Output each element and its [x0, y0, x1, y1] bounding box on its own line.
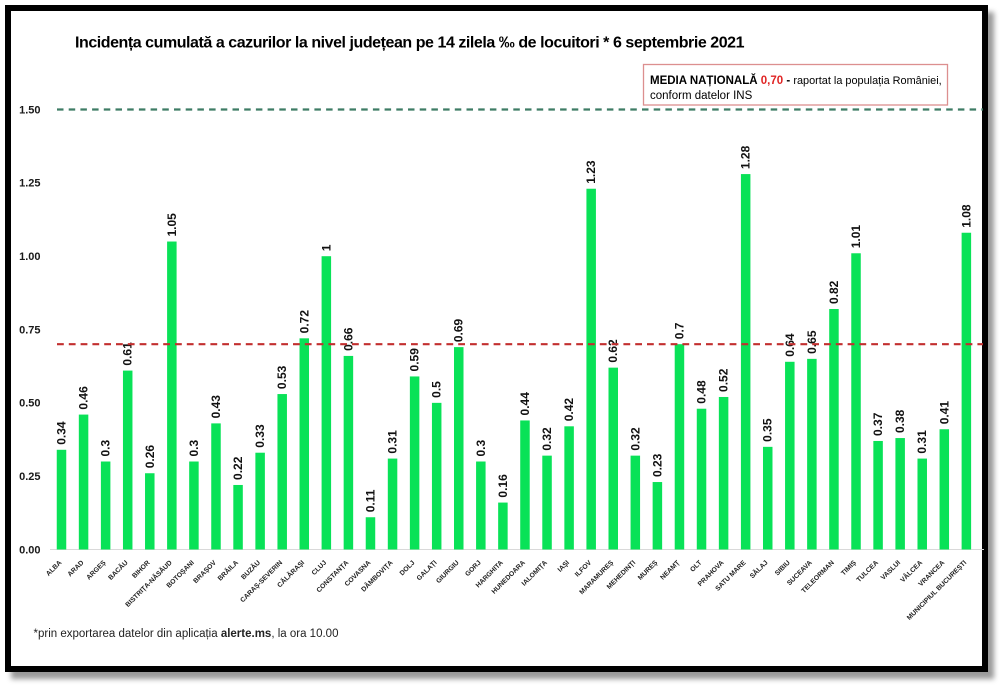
svg-text:MEDIA NAȚIONALĂ 0,70 - raporta: MEDIA NAȚIONALĂ 0,70 - raportat la popul…	[650, 74, 942, 87]
svg-text:0.43: 0.43	[209, 395, 223, 419]
svg-text:0.48: 0.48	[695, 380, 709, 404]
svg-text:*prin exportarea datelor din a: *prin exportarea datelor din aplicația a…	[34, 628, 339, 640]
svg-text:0.59: 0.59	[408, 348, 422, 372]
svg-text:1.08: 1.08	[959, 204, 973, 228]
svg-text:TULCEA: TULCEA	[856, 559, 881, 584]
svg-text:0.69: 0.69	[452, 318, 466, 342]
svg-text:conform datelor INS: conform datelor INS	[650, 90, 753, 102]
svg-text:0.31: 0.31	[386, 430, 400, 454]
svg-text:1: 1	[319, 244, 333, 251]
svg-text:1.01: 1.01	[849, 225, 863, 249]
svg-text:0.46: 0.46	[77, 386, 91, 410]
svg-text:ALBA: ALBA	[45, 559, 63, 577]
svg-text:1.25: 1.25	[19, 178, 40, 190]
svg-text:ARGEȘ: ARGEȘ	[86, 559, 108, 581]
svg-text:CLUJ: CLUJ	[311, 559, 329, 577]
svg-text:0.22: 0.22	[231, 456, 245, 480]
svg-text:IAȘI: IAȘI	[557, 559, 571, 573]
svg-text:0.3: 0.3	[187, 440, 201, 457]
svg-text:1.28: 1.28	[739, 145, 753, 169]
svg-text:CARAȘ-SEVERIN: CARAȘ-SEVERIN	[239, 559, 284, 604]
svg-text:0.7: 0.7	[672, 322, 686, 339]
svg-text:1.00: 1.00	[19, 251, 40, 263]
svg-text:TIMIȘ: TIMIȘ	[840, 559, 858, 577]
svg-text:BRAȘOV: BRAȘOV	[192, 559, 218, 585]
svg-text:0.82: 0.82	[827, 280, 841, 304]
svg-text:0.62: 0.62	[606, 339, 620, 363]
svg-text:ILFOV: ILFOV	[574, 559, 593, 578]
svg-text:0.66: 0.66	[341, 327, 355, 351]
svg-text:0.3: 0.3	[474, 440, 488, 457]
svg-text:0.32: 0.32	[628, 427, 642, 451]
svg-text:GIURGIU: GIURGIU	[435, 559, 461, 585]
svg-text:1.23: 1.23	[584, 160, 598, 184]
svg-text:0.34: 0.34	[55, 421, 69, 445]
svg-text:0.65: 0.65	[805, 330, 819, 354]
svg-text:1.05: 1.05	[165, 213, 179, 237]
svg-text:0.53: 0.53	[275, 365, 289, 389]
svg-text:BACĂU: BACĂU	[106, 558, 130, 582]
svg-text:0.72: 0.72	[297, 310, 311, 334]
svg-text:0.25: 0.25	[19, 471, 40, 483]
svg-text:ARAD: ARAD	[67, 559, 86, 578]
svg-text:DOLJ: DOLJ	[399, 559, 417, 577]
svg-text:0.11: 0.11	[363, 489, 377, 512]
svg-text:0.44: 0.44	[518, 392, 532, 416]
svg-text:0.23: 0.23	[650, 453, 664, 477]
svg-text:0.75: 0.75	[19, 324, 40, 336]
svg-text:SĂLAJ: SĂLAJ	[748, 558, 770, 580]
svg-text:0.50: 0.50	[19, 398, 40, 410]
svg-text:0.42: 0.42	[562, 398, 576, 422]
svg-text:OLT: OLT	[689, 559, 704, 574]
svg-text:0.41: 0.41	[937, 401, 951, 425]
svg-text:1.50: 1.50	[19, 104, 40, 116]
svg-text:0.52: 0.52	[717, 368, 731, 392]
svg-text:0.37: 0.37	[871, 412, 885, 436]
svg-text:0.32: 0.32	[540, 427, 554, 451]
svg-text:0.26: 0.26	[143, 445, 157, 469]
svg-text:0.31: 0.31	[915, 430, 929, 454]
svg-text:0.33: 0.33	[253, 424, 267, 448]
svg-text:0.5: 0.5	[430, 381, 444, 398]
svg-text:MUREȘ: MUREȘ	[637, 559, 660, 582]
svg-text:BUZĂU: BUZĂU	[239, 558, 262, 581]
svg-text:VASLUI: VASLUI	[880, 559, 902, 581]
svg-text:BRĂILA: BRĂILA	[215, 558, 240, 583]
svg-text:BIHOR: BIHOR	[131, 559, 152, 580]
svg-text:Incidența cumulată a cazurilor: Incidența cumulată a cazurilor la nivel …	[75, 35, 745, 52]
svg-text:0.16: 0.16	[496, 474, 510, 498]
svg-text:0.61: 0.61	[121, 342, 135, 366]
svg-text:0.3: 0.3	[99, 440, 113, 457]
svg-text:NEAMȚ: NEAMȚ	[659, 559, 682, 582]
svg-text:0.38: 0.38	[893, 409, 907, 433]
svg-text:0.00: 0.00	[19, 544, 40, 556]
svg-text:0.35: 0.35	[761, 418, 775, 442]
svg-text:SIBIU: SIBIU	[774, 559, 792, 577]
svg-text:GORJ: GORJ	[464, 559, 483, 578]
